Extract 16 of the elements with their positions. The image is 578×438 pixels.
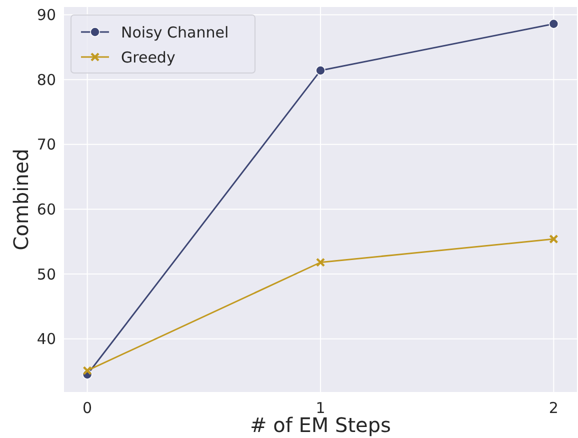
y-tick-label: 40 xyxy=(36,330,56,348)
y-tick-label: 60 xyxy=(36,200,56,218)
legend-label: Noisy Channel xyxy=(121,23,229,42)
y-tick-label: 50 xyxy=(36,265,56,284)
y-tick-label: 90 xyxy=(36,6,56,24)
y-tick-label: 80 xyxy=(36,70,56,89)
y-tick-label: 70 xyxy=(36,136,56,154)
point xyxy=(548,18,559,29)
point xyxy=(549,234,558,244)
point xyxy=(316,66,326,76)
point xyxy=(82,366,92,376)
legend-label: Greedy xyxy=(121,48,176,66)
x-tick-label: 0 xyxy=(82,399,92,417)
y-axis-title: Combined xyxy=(9,148,33,250)
point xyxy=(316,258,326,267)
x-tick-label: 2 xyxy=(548,399,558,417)
